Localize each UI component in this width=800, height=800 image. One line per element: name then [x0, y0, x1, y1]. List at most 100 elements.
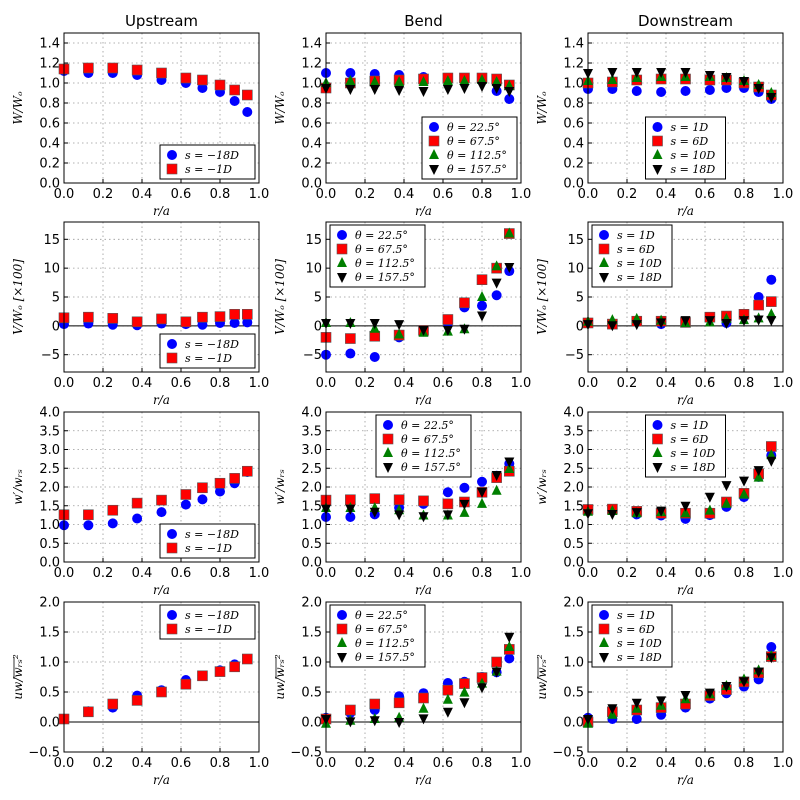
x-tick-label: 0.8 [734, 756, 755, 771]
subplot-bend-row-3: 0.0 0.2 0.4 0.6 0.8 1.0 0.0 0.5 1.0 1.5 2.0 2.5 3.0 3… [273, 406, 531, 598]
x-tick-label: 0.2 [355, 376, 376, 391]
data-point [504, 457, 515, 468]
legend-label: s = 10D [617, 257, 662, 270]
x-tick-label: 0.2 [617, 756, 638, 771]
data-point [477, 487, 487, 498]
x-tick-label: 0.8 [210, 756, 231, 771]
legend-label: s = 1D [617, 229, 655, 242]
x-tick-label: 0.0 [54, 187, 75, 202]
y-tick-label: 1.5 [563, 626, 584, 641]
data-point [680, 68, 691, 78]
y-tick-label: 3.5 [563, 424, 584, 439]
y-axis-label: uw/wᵣₛ² [535, 654, 549, 700]
y-tick-label: 0.8 [563, 97, 584, 112]
data-point [242, 107, 253, 117]
legend-label: s = −1D [185, 542, 232, 555]
data-point [345, 348, 356, 359]
legend-marker-triangle-down [599, 653, 609, 663]
y-tick-label: 2.0 [563, 596, 584, 611]
subplot-upstream-row-3: 0.0 0.2 0.4 0.6 0.8 1.0 0.0 0.5 1.0 1.5 2.0 2.5 3.0 3… [11, 406, 269, 598]
data-point [131, 695, 143, 706]
x-tick-label: 1.0 [511, 376, 532, 391]
x-tick-label: 0.8 [210, 187, 231, 202]
data-point [345, 717, 356, 728]
data-point [242, 317, 253, 328]
data-point [753, 292, 764, 302]
data-point [766, 316, 777, 327]
series-4 [321, 632, 515, 728]
plot-frame [63, 32, 260, 184]
data-point [394, 320, 405, 331]
legend-marker-circle [652, 122, 663, 132]
y-tick-label: 0 [314, 319, 322, 334]
x-tick-label: 0.4 [394, 566, 415, 581]
y-tick-label: 0.5 [39, 537, 60, 552]
legend-label: s = 10D [617, 637, 662, 650]
x-tick-label: 0.0 [578, 756, 599, 771]
x-tick-label: 0.4 [132, 566, 153, 581]
y-tick-label: 15 [567, 233, 584, 248]
legend-label: s = 6D [617, 243, 655, 256]
legend-marker-triangle-up [652, 149, 663, 159]
y-tick-label: 3.0 [301, 443, 322, 458]
data-point [393, 494, 405, 506]
data-point [83, 520, 94, 531]
column-title: Upstream [125, 12, 198, 30]
y-tick-label: 10 [43, 262, 60, 277]
data-point [442, 693, 453, 704]
data-point [477, 291, 487, 301]
data-point [214, 666, 226, 677]
data-point [345, 318, 356, 329]
y-tick-label: 0.0 [563, 716, 584, 731]
series-4 [321, 457, 515, 523]
data-point [739, 677, 749, 688]
data-point [369, 507, 380, 518]
y-tick-label: 2.5 [563, 462, 584, 477]
legend-label: θ = 157.5° [355, 271, 415, 284]
legend-marker-square [382, 433, 394, 445]
subplot-upstream-row-2: 0.0 0.2 0.4 0.6 0.8 1.0 −5 0 5 10 15 r/a V/Wₒ [×100]… [11, 221, 269, 407]
data-point [656, 506, 667, 517]
plot-frame [325, 221, 522, 373]
data-point [607, 510, 618, 520]
data-point [491, 656, 502, 668]
legend-marker-triangle-down [652, 463, 663, 473]
data-point [477, 311, 487, 322]
y-tick-label: 0.8 [301, 97, 322, 112]
series-4 [321, 263, 515, 336]
x-tick-label: 1.0 [511, 566, 532, 581]
y-tick-label: 5 [314, 291, 322, 306]
y-tick-label: 0.0 [563, 177, 584, 192]
y-tick-label: 0.0 [301, 556, 322, 571]
data-point [83, 509, 94, 521]
x-tick-label: 0.0 [316, 187, 337, 202]
data-point [107, 313, 119, 324]
legend-marker-triangle-up [599, 257, 609, 267]
data-point [504, 632, 515, 643]
legend-label: s = −18D [185, 609, 239, 622]
legend-label: θ = 112.5° [355, 257, 415, 270]
x-tick-label: 0.8 [472, 756, 493, 771]
y-axis-label: w′/wᵣₛ [273, 469, 287, 505]
y-tick-label: 2.0 [563, 481, 584, 496]
data-point [156, 67, 167, 79]
y-axis-label: W/Wₒ [273, 91, 287, 125]
data-point [107, 698, 119, 710]
data-point [721, 682, 732, 692]
x-tick-label: 0.2 [617, 187, 638, 202]
subplot-bend-row-1: 0.0 0.2 0.4 0.6 0.8 1.0 0.0 0.2 0.4 0.6 0.8 1.0 1.2 1… [273, 32, 531, 218]
x-axis-label: r/a [153, 393, 170, 407]
legend-label: θ = 67.5° [447, 135, 500, 148]
legend-label: s = 18D [671, 163, 716, 176]
legend: θ = 22.5°θ = 67.5°θ = 112.5°θ = 157.5° [329, 604, 426, 668]
data-point [459, 686, 470, 697]
data-point [656, 68, 667, 78]
x-tick-label: 0.2 [93, 376, 114, 391]
legend-label: θ = 157.5° [401, 461, 461, 474]
data-point [369, 352, 380, 362]
y-tick-label: 1.5 [563, 499, 584, 514]
x-tick-label: 0.0 [54, 756, 75, 771]
data-point [504, 227, 515, 238]
